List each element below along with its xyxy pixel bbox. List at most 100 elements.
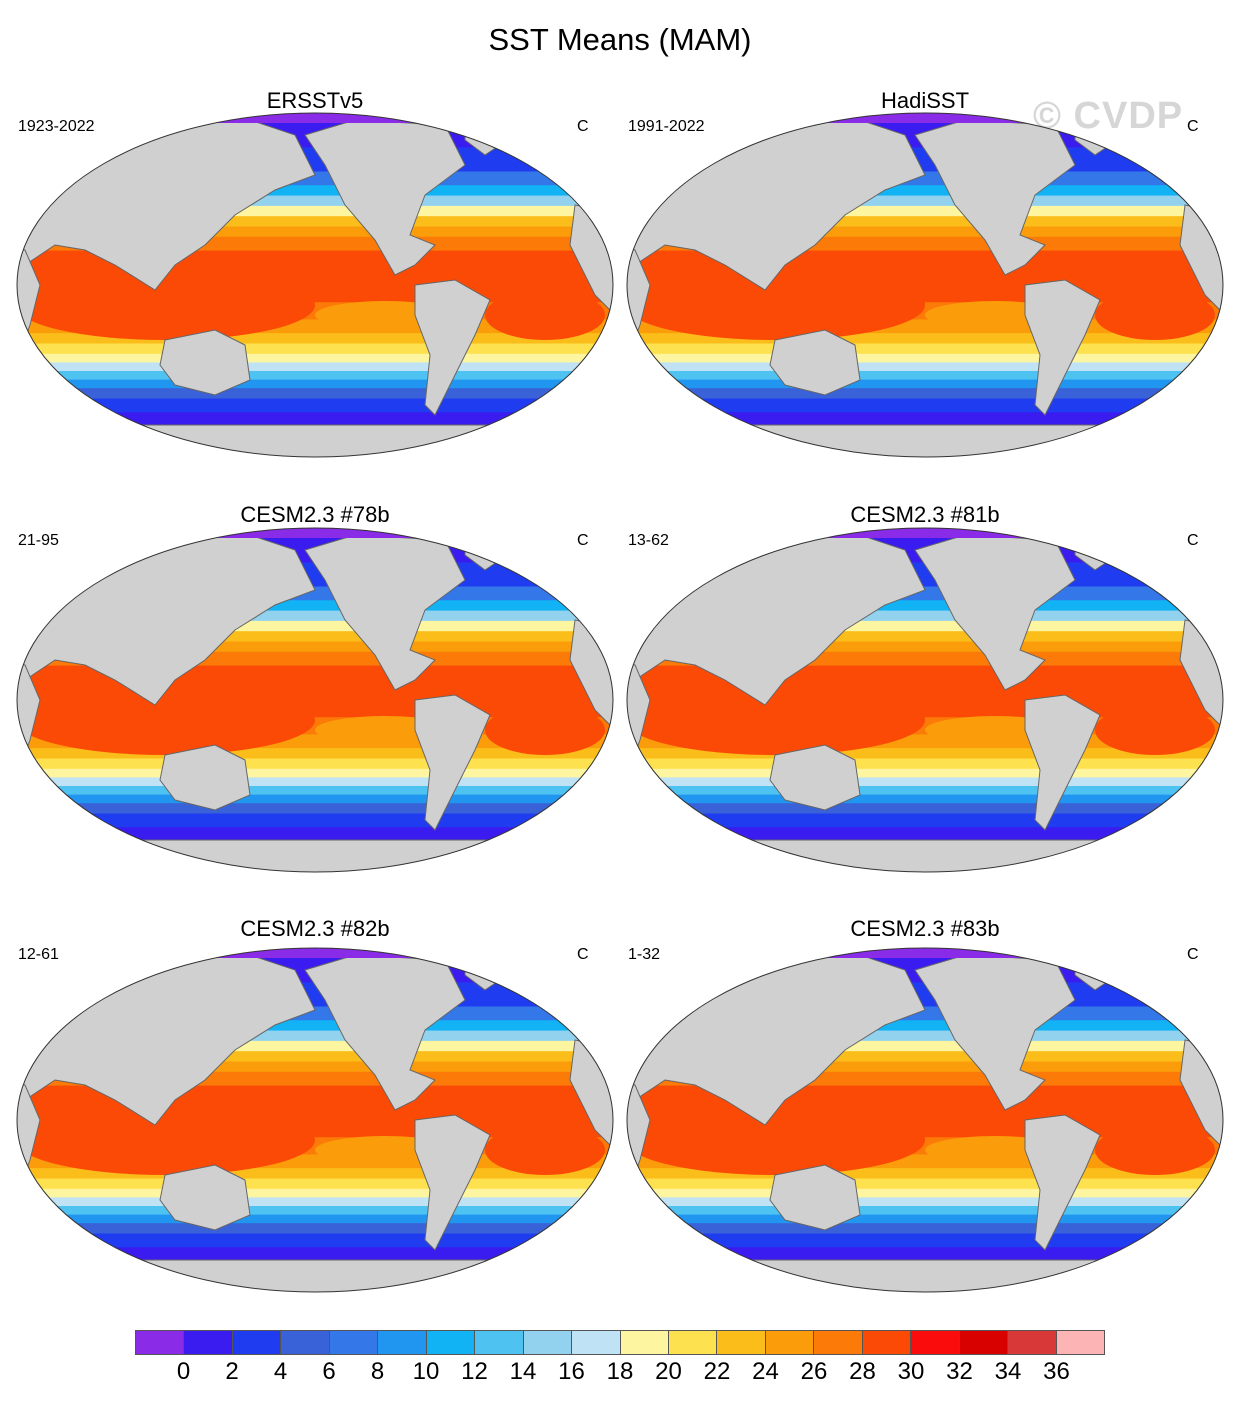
sst-band — [17, 1020, 613, 1032]
south-america-landmass — [1024, 1114, 1101, 1251]
sst-band — [17, 226, 613, 238]
sst-band — [627, 362, 1223, 372]
map-border — [626, 947, 1224, 1293]
sst-band — [627, 786, 1223, 796]
colorbar-swatch — [717, 1331, 766, 1354]
sst-band — [627, 1168, 1223, 1179]
colorbar-swatch — [329, 1331, 379, 1354]
map-border — [626, 112, 1224, 458]
map-border — [16, 947, 614, 1293]
panel-units: C — [1187, 118, 1199, 135]
sst-map — [16, 112, 614, 458]
panel-units: C — [577, 532, 589, 549]
colorbar-swatch — [1056, 1331, 1105, 1354]
colorbar-swatch — [572, 1331, 621, 1354]
panel-units: C — [1187, 532, 1199, 549]
sst-band — [17, 1040, 613, 1052]
australia-landmass — [159, 1164, 251, 1231]
colorbar-tick-label: 0 — [176, 1358, 191, 1385]
australia-landmass — [769, 1164, 861, 1231]
colorbar-tick-label: 2 — [225, 1358, 239, 1385]
south-america-landmass — [1024, 279, 1101, 416]
panel-title: CESM2.3 #82b — [240, 916, 390, 941]
sst-band — [627, 216, 1223, 228]
sst-map — [16, 947, 614, 1293]
colorbar-swatch — [668, 1331, 718, 1354]
europe-landmass — [544, 949, 613, 1031]
colorbar-tick-label: 24 — [752, 1358, 779, 1385]
sst-band — [17, 1061, 613, 1073]
sst-band — [17, 1197, 613, 1207]
warm-pool — [627, 1105, 925, 1175]
sst-band — [17, 610, 613, 622]
sst-band — [627, 620, 1223, 632]
australia-landmass — [769, 329, 861, 396]
sst-band — [17, 641, 613, 653]
colorbar — [135, 1330, 1105, 1355]
panel-period: 21-95 — [18, 532, 59, 549]
sst-band — [627, 371, 1223, 381]
sst-band — [627, 1197, 1223, 1207]
sst-band — [627, 353, 1223, 363]
antarctica-landmass — [627, 424, 1223, 457]
sst-band — [17, 371, 613, 381]
colorbar-swatch — [1008, 1331, 1057, 1354]
sst-band — [627, 379, 1223, 389]
antarctica-landmass — [17, 1259, 613, 1292]
sst-band — [627, 1214, 1223, 1224]
europe-landmass — [544, 529, 613, 611]
sst-band — [627, 333, 1223, 344]
sst-band — [17, 1214, 613, 1224]
sst-band — [17, 1188, 613, 1198]
sst-band — [17, 1030, 613, 1042]
sst-band — [17, 1247, 613, 1262]
warm-pool — [17, 270, 315, 340]
colorbar-tick-label: 34 — [994, 1358, 1022, 1385]
map-border — [16, 527, 614, 873]
arctic-ocean — [627, 528, 1223, 538]
sst-band — [627, 758, 1223, 770]
sst-band — [17, 1168, 613, 1179]
colorbar-swatch — [911, 1331, 960, 1354]
sst-band — [627, 1051, 1223, 1063]
antarctica-landmass — [17, 839, 613, 872]
sst-band — [627, 600, 1223, 612]
panel-units: C — [577, 946, 589, 963]
sst-band — [627, 1040, 1223, 1052]
europe-landmass — [1154, 114, 1223, 196]
sst-band — [17, 1223, 613, 1235]
sst-band — [17, 620, 613, 632]
arctic-ocean — [17, 948, 613, 958]
sst-band — [17, 1178, 613, 1190]
cvdp-watermark: © CVDP — [1033, 95, 1184, 137]
sst-band — [627, 748, 1223, 759]
colorbar-tick-label: 4 — [273, 1358, 288, 1385]
colorbar-tick-label: 32 — [946, 1358, 973, 1385]
arctic-ocean — [627, 113, 1223, 123]
sst-band — [627, 1188, 1223, 1198]
sst-band — [627, 195, 1223, 207]
south-america-landmass — [414, 279, 491, 416]
sst-band — [627, 777, 1223, 787]
antarctica-landmass — [17, 424, 613, 457]
colorbar-swatch — [523, 1331, 573, 1354]
sst-band — [627, 827, 1223, 842]
sst-band — [17, 777, 613, 787]
sst-band — [17, 185, 613, 197]
sst-map — [626, 112, 1224, 458]
sst-band — [17, 353, 613, 363]
colorbar-tick-label: 6 — [322, 1358, 336, 1385]
warm-pool — [1095, 705, 1215, 755]
sst-band — [17, 786, 613, 796]
south-america-landmass — [414, 694, 491, 831]
sst-band — [627, 610, 1223, 622]
warm-pool — [485, 1125, 605, 1175]
colorbar-tick-label: 8 — [370, 1358, 385, 1385]
colorbar-swatch — [862, 1331, 912, 1354]
south-america-landmass — [414, 1114, 491, 1251]
sst-band — [627, 412, 1223, 427]
sst-map — [626, 527, 1224, 873]
colorbar-swatch — [232, 1331, 282, 1354]
panel-units: C — [577, 118, 589, 135]
panel-title: CESM2.3 #78b — [240, 502, 390, 527]
